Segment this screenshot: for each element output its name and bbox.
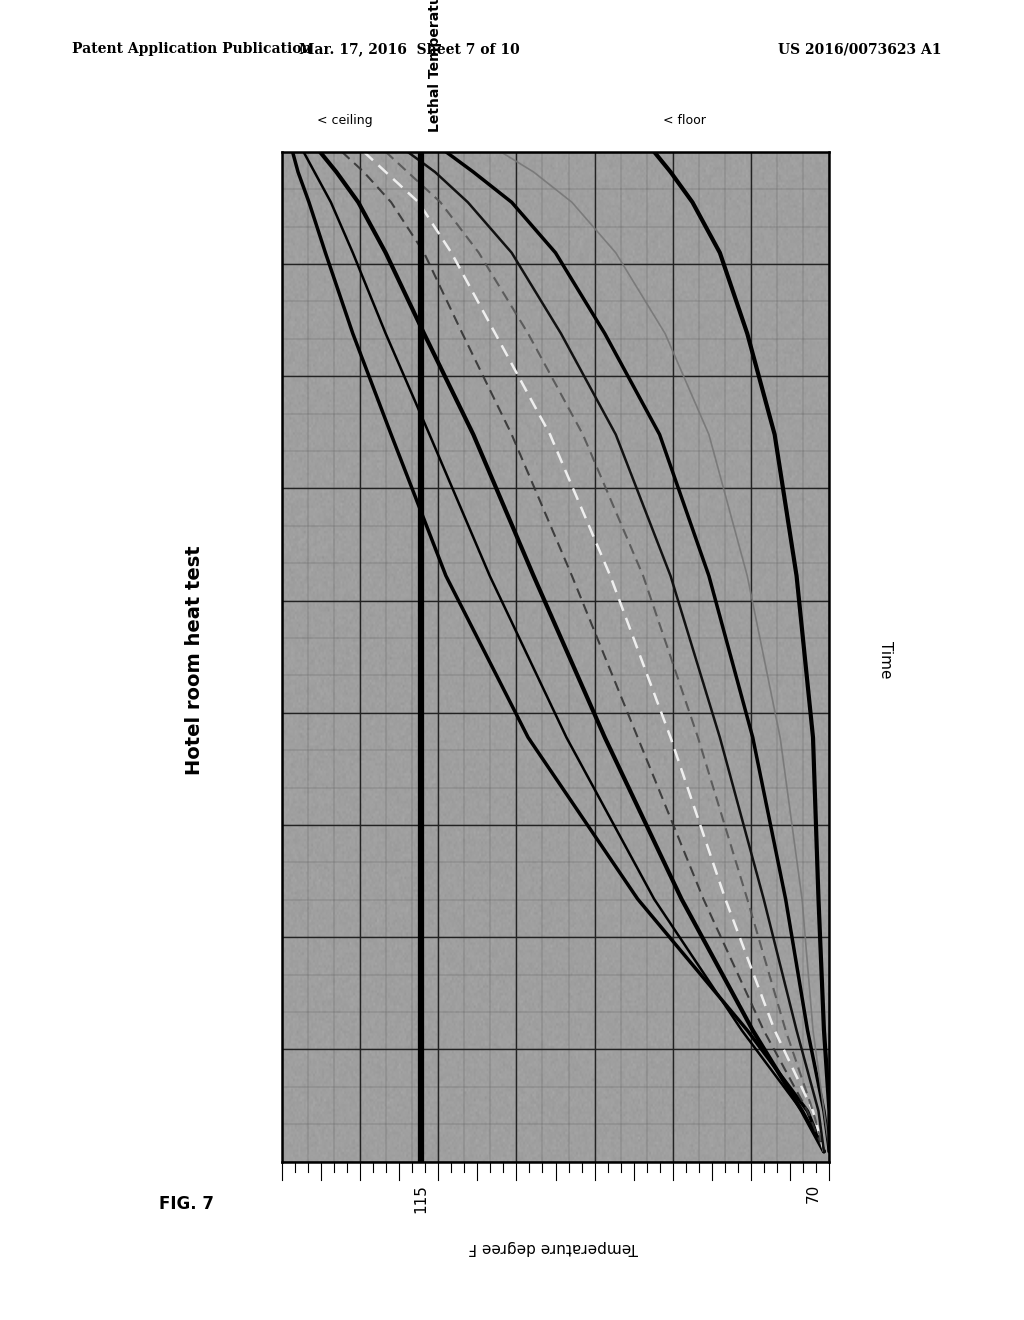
Text: < floor: < floor [663,114,706,127]
Text: Time: Time [879,642,893,678]
Text: US 2016/0073623 A1: US 2016/0073623 A1 [778,42,942,57]
Text: Patent Application Publication: Patent Application Publication [72,42,311,57]
Text: Hotel room heat test: Hotel room heat test [185,545,204,775]
Text: FIG. 7: FIG. 7 [159,1195,214,1213]
Text: 70: 70 [806,1184,820,1204]
Text: 115: 115 [414,1184,429,1213]
Text: Mar. 17, 2016  Sheet 7 of 10: Mar. 17, 2016 Sheet 7 of 10 [299,42,520,57]
Text: Temperature degree F: Temperature degree F [468,1239,638,1255]
Text: Lethal Temperature: Lethal Temperature [428,0,442,132]
Text: < ceiling: < ceiling [316,114,373,127]
